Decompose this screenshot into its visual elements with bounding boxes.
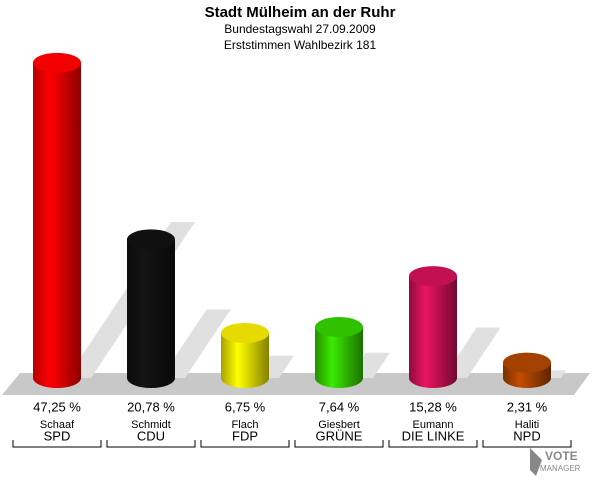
candidate-label: Schmidt <box>131 419 171 431</box>
bar-top <box>33 52 81 73</box>
candidate-label: Flach <box>232 419 259 431</box>
category-bracket <box>12 440 102 448</box>
category-bracket <box>388 440 478 448</box>
logo-text: MANAGER <box>540 464 581 473</box>
bar-top <box>315 317 363 338</box>
bar <box>409 276 457 378</box>
candidate-label: Eumann <box>413 419 454 431</box>
candidate-label: Giesbert <box>318 419 360 431</box>
chart-subtitle: Bundestagswahl 27.09.2009 <box>224 22 376 36</box>
logo: VOTE MANAGER <box>530 448 581 476</box>
value-label: 6,75 % <box>225 399 266 414</box>
x-tick-label: NPD <box>513 428 540 443</box>
x-tick-label: DIE LINKE <box>402 428 465 443</box>
bar <box>127 239 175 378</box>
value-label: 7,64 % <box>319 399 360 414</box>
x-tick-label: GRÜNE <box>316 428 363 443</box>
category-bracket <box>482 440 572 448</box>
value-label: 2,31 % <box>507 399 548 414</box>
bar-shadow <box>161 309 231 378</box>
chart-title: Stadt Mülheim an der Ruhr <box>205 4 396 21</box>
bar-top <box>221 322 269 343</box>
x-tick-label: SPD <box>44 428 71 443</box>
chart-subtitle: Erststimmen Wahlbezirk 181 <box>224 38 377 52</box>
value-label: 15,28 % <box>409 399 457 414</box>
bar <box>33 62 81 378</box>
value-label: 20,78 % <box>127 399 175 414</box>
logo-text: VOTE <box>545 449 578 463</box>
x-tick-label: FDP <box>232 428 258 443</box>
bar-top <box>409 266 457 287</box>
candidate-label: Haliti <box>515 419 539 431</box>
category-bracket <box>106 440 196 448</box>
bars <box>33 52 567 388</box>
category-bracket <box>294 440 384 448</box>
bar-top <box>503 352 551 373</box>
x-tick-label: CDU <box>137 428 165 443</box>
value-label: 47,25 % <box>33 399 81 414</box>
bar-shadow <box>443 327 501 378</box>
candidate-label: Schaaf <box>40 419 75 431</box>
logo-icon <box>530 448 542 476</box>
category-bracket <box>200 440 290 448</box>
bar-top <box>127 229 175 250</box>
